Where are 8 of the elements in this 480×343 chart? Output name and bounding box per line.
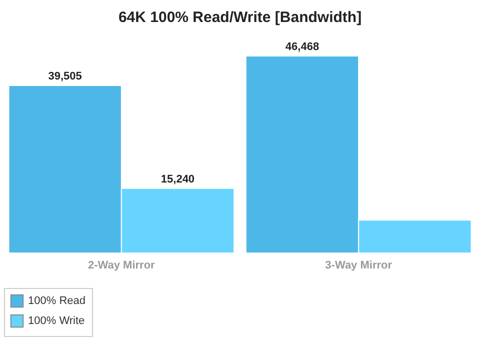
data-label: 15,240	[160, 173, 195, 186]
data-label: 39,505	[48, 70, 82, 82]
legend-label: 100% Write	[28, 315, 85, 327]
legend-label: 100% Read	[28, 295, 86, 307]
x-tick-label: 3-Way Mirror	[325, 260, 393, 272]
chart-title: 64K 100% Read/Write [Bandwidth]	[118, 8, 362, 26]
data-label: 46,468	[285, 40, 320, 53]
x-tick-label: 2-Way Mirror	[88, 260, 156, 272]
